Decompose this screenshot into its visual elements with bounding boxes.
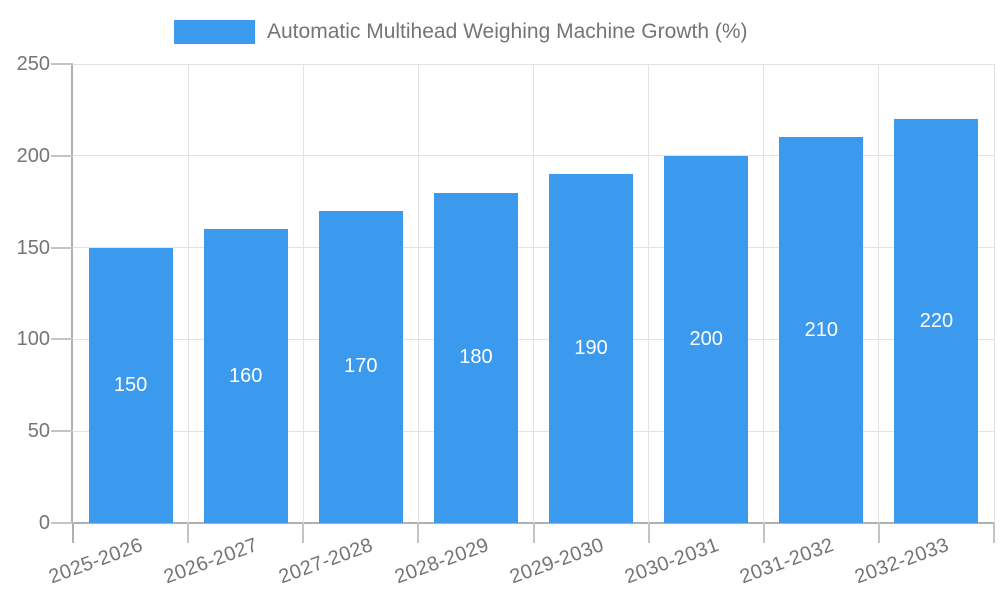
y-tick-label: 150: [16, 236, 50, 259]
x-category-label: 2026-2027: [161, 534, 262, 589]
x-tick-mark: [417, 523, 420, 543]
y-tick-label: 250: [16, 53, 50, 75]
bar[interactable]: 150: [88, 247, 173, 523]
y-tick-mark: [51, 522, 73, 524]
bar[interactable]: 200: [664, 155, 749, 523]
bar-value-label: 200: [689, 327, 723, 350]
legend-label: Automatic Multihead Weighing Machine Gro…: [267, 20, 748, 43]
bar[interactable]: 190: [549, 174, 634, 523]
x-tick-mark: [72, 523, 74, 543]
bar[interactable]: 160: [203, 229, 288, 523]
bar[interactable]: 180: [433, 192, 518, 523]
x-category-label: 2030-2031: [621, 534, 722, 589]
bar-value-label: 210: [804, 318, 838, 341]
x-tick-mark: [877, 523, 880, 543]
y-axis-line: [71, 64, 73, 524]
y-tick-label: 0: [38, 512, 50, 534]
x-gridline: [302, 64, 304, 523]
y-tick-mark: [51, 154, 73, 157]
x-gridline: [763, 64, 765, 523]
x-gridline: [648, 64, 650, 523]
x-gridline: [187, 64, 189, 523]
y-tick-label: 50: [27, 420, 50, 443]
y-tick-mark: [51, 246, 73, 249]
bar-value-label: 170: [344, 355, 378, 378]
plot-area: 150 160 170 180 190 200 210 220: [73, 63, 995, 523]
bar-value-label: 190: [574, 337, 608, 360]
bar-value-label: 220: [919, 309, 954, 332]
x-category-label: 2032-2033: [852, 534, 952, 589]
bar[interactable]: 220: [894, 119, 979, 523]
bar-value-label: 180: [459, 346, 493, 369]
x-tick-mark: [187, 523, 190, 543]
x-category-label: 2027-2028: [276, 534, 377, 589]
x-tick-mark: [762, 523, 765, 543]
x-gridline: [993, 64, 995, 523]
x-gridline: [533, 64, 534, 523]
x-category-label: 2025-2026: [46, 534, 147, 589]
bar[interactable]: 210: [779, 137, 864, 523]
y-tick-label: 200: [16, 144, 50, 167]
y-tick-mark: [51, 338, 73, 341]
x-tick-mark: [532, 523, 535, 543]
bar-value-label: 160: [229, 364, 263, 387]
legend-swatch-icon[interactable]: [174, 20, 255, 44]
x-gridline: [417, 64, 419, 523]
legend[interactable]: Automatic Multihead Weighing Machine Gro…: [0, 0, 1000, 50]
x-tick-mark: [993, 523, 995, 543]
x-category-label: 2029-2030: [506, 534, 607, 589]
x-category-label: 2028-2029: [391, 534, 492, 589]
x-category-label: 2031-2032: [736, 534, 837, 589]
y-tick-label: 100: [16, 328, 50, 351]
x-gridline: [878, 64, 880, 523]
bar-value-label: 150: [113, 373, 148, 396]
bar[interactable]: 170: [318, 210, 403, 523]
y-tick-mark: [51, 430, 73, 433]
x-tick-mark: [647, 523, 650, 543]
x-tick-mark: [302, 523, 305, 543]
y-tick-mark: [51, 63, 73, 65]
